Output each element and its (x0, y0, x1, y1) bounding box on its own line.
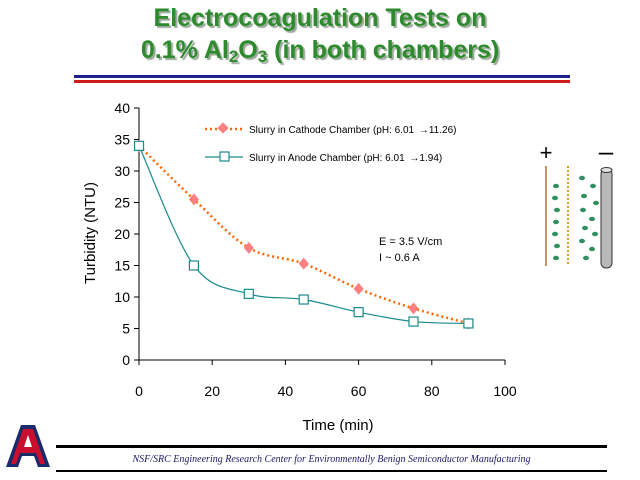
footer-divider-top (56, 445, 607, 448)
data-point-cathode (243, 241, 254, 254)
y-tick-label: 5 (122, 321, 130, 337)
title-divider-red (74, 80, 570, 83)
footer-divider-bottom (56, 470, 607, 472)
y-axis-label: Turbidity (NTU) (82, 182, 99, 284)
turbidity-chart: 0 5 10 15 20 25 30 35 40 0 20 40 60 80 100 Turbidity (… (82, 100, 614, 434)
particle (589, 216, 595, 222)
data-point-cathode (298, 257, 309, 270)
particle (554, 207, 560, 213)
particle (590, 183, 596, 189)
y-tick-label: 20 (114, 226, 130, 242)
x-tick-label: 100 (493, 383, 517, 399)
particle (552, 195, 558, 201)
particle (581, 193, 587, 199)
legend-marker-anode (219, 151, 230, 162)
legend-marker-cathode (217, 122, 229, 134)
particle (592, 231, 598, 237)
data-point-cathode (408, 302, 419, 315)
y-tick-label: 15 (114, 258, 130, 274)
page-title-line2: 0.1% Al2O3 (in both chambers) (140, 36, 500, 66)
data-point-cathode (188, 193, 199, 206)
particle (554, 243, 560, 249)
chart-axes: 0 5 10 15 20 25 30 35 40 0 20 40 60 80 100 (114, 100, 516, 399)
y-tick-label: 35 (114, 132, 130, 148)
data-point-cathode (353, 282, 364, 295)
university-logo (6, 425, 50, 467)
data-point-anode (188, 260, 199, 271)
arrow-icon: → (409, 153, 419, 164)
data-point-anode (243, 288, 254, 299)
y-tick-label: 25 (114, 195, 130, 211)
x-tick-label: 80 (424, 383, 440, 399)
particle (593, 200, 599, 206)
data-point-anode (298, 294, 309, 305)
footer-text: NSF/SRC Engineering Research Center for … (132, 454, 531, 465)
annotation-current: I ~ 0.6 A (379, 252, 420, 264)
chart-series (133, 139, 474, 330)
particle (552, 231, 558, 237)
legend-label-cathode: Slurry in Cathode Chamber (pH: 6.01 →11.… (249, 125, 456, 136)
particle (579, 238, 585, 244)
cathode-rod-top (600, 167, 613, 173)
minus-sign: – (599, 136, 614, 166)
chart-legend: Slurry in Cathode Chamber (pH: 6.01 →11.… (205, 122, 456, 164)
x-tick-label: 60 (351, 383, 367, 399)
x-tick-label: 20 (204, 383, 220, 399)
legend-label-anode: Slurry in Anode Chamber (pH: 6.01 →1.94) (249, 153, 442, 164)
y-tick-label: 0 (122, 352, 130, 368)
data-point-anode (353, 307, 364, 318)
data-point-anode (408, 316, 419, 327)
electrode-diagram: + – (540, 136, 614, 269)
y-tick-label: 10 (114, 289, 130, 305)
particle (580, 207, 586, 213)
annotation-field: E = 3.5 V/cm (379, 236, 442, 248)
particle (589, 246, 595, 252)
particle (553, 255, 559, 261)
data-point-anode (133, 140, 145, 151)
particle (583, 255, 589, 261)
particle (553, 219, 559, 225)
x-axis-label: Time (min) (302, 417, 373, 434)
x-tick-label: 0 (135, 383, 143, 399)
arrow-icon: → (419, 125, 429, 136)
y-tick-label: 40 (114, 100, 130, 116)
plus-sign: + (540, 140, 553, 165)
y-tick-label: 30 (114, 163, 130, 179)
particle (582, 225, 588, 231)
page-title-line1: Electrocoagulation Tests on (153, 4, 487, 32)
particle-group (552, 175, 599, 261)
title-divider-navy (74, 75, 570, 78)
cathode-rod (600, 168, 613, 269)
x-tick-label: 40 (278, 383, 294, 399)
particle (553, 183, 559, 189)
data-point-anode (463, 318, 474, 329)
particle (579, 175, 585, 181)
